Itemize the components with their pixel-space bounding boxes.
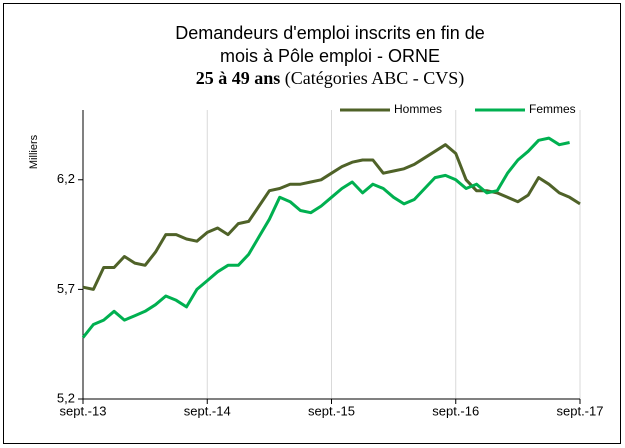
chart-subtitle: 25 à 49 ans (Catégories ABC - CVS)	[196, 68, 465, 89]
x-tick-label: sept.-14	[184, 403, 231, 418]
line-series	[82, 143, 581, 291]
x-tick-label: sept.-15	[308, 403, 355, 418]
x-tick-label: sept.-13	[60, 403, 107, 418]
x-tick-label: sept.-17	[557, 403, 604, 418]
chart-title: mois à Pôle emploi - ORNE	[220, 46, 440, 66]
y-tick-label: 5,2	[57, 390, 75, 405]
chart-border	[3, 3, 621, 444]
subtitle: (Catégories ABC - CVS)	[285, 68, 465, 89]
chart-title: Demandeurs d'emploi inscrits en fin de	[175, 23, 485, 43]
y-tick-label: 6,2	[57, 171, 75, 186]
legend-label: Hommes	[394, 102, 442, 116]
legend-label: Femmes	[529, 102, 576, 116]
y-tick-label: 5,7	[57, 281, 75, 296]
subtitle-bold: 25 à 49 ans	[196, 68, 281, 88]
line-series	[81, 136, 570, 339]
x-tick-label: sept.-16	[432, 403, 479, 418]
y-axis-label: Milliers	[28, 134, 40, 169]
